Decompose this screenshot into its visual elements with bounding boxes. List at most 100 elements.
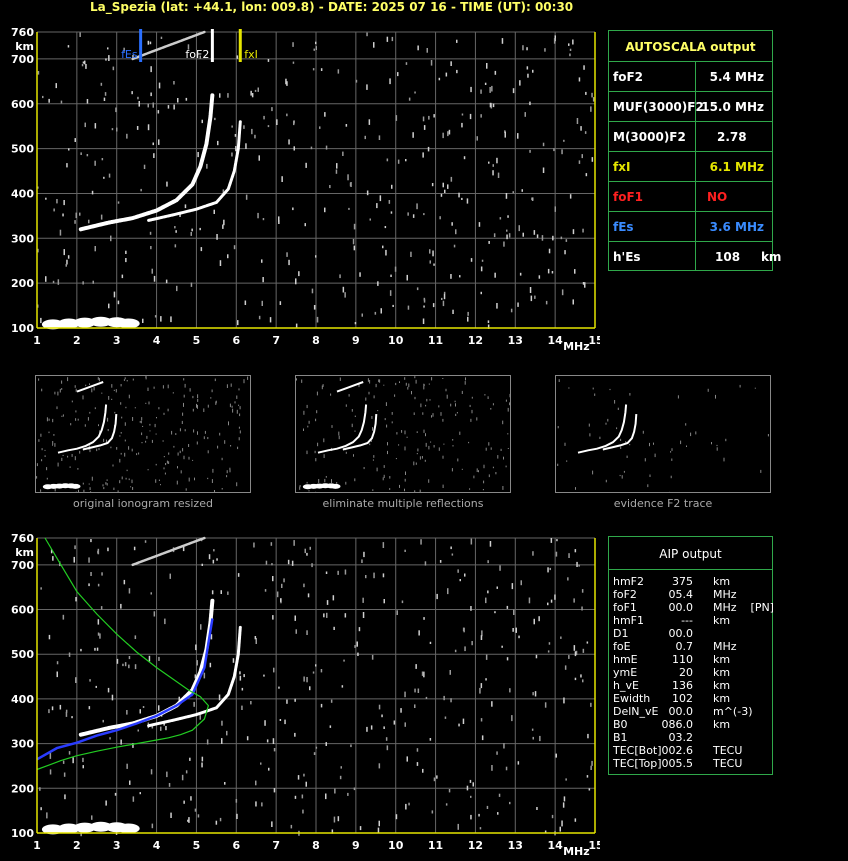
thumbnail-noise (228, 421, 229, 426)
noise-dot (408, 97, 411, 101)
thumbnail-noise (77, 418, 79, 421)
thumbnail-noise (179, 450, 181, 454)
thumbnail-noise (306, 450, 308, 455)
thumbnail-noise (59, 388, 61, 393)
noise-dot (432, 303, 435, 308)
noise-dot (382, 542, 385, 548)
noise-dot (406, 756, 408, 762)
thumbnail-noise (192, 408, 194, 412)
noise-dot (382, 573, 385, 578)
noise-dot (116, 658, 119, 664)
thumbnail-noise (432, 413, 434, 417)
thumbnail-noise (370, 439, 372, 442)
noise-dot (522, 232, 524, 237)
noise-dot (343, 659, 345, 662)
noise-dot (544, 702, 547, 708)
thumbnail-noise (649, 442, 650, 447)
noise-dot (347, 792, 349, 796)
noise-dot (401, 600, 404, 604)
es-trace-point (89, 821, 112, 832)
noise-dot (88, 557, 90, 563)
noise-dot (126, 710, 128, 715)
noise-dot (165, 726, 167, 731)
noise-dot (509, 688, 511, 693)
noise-dot (231, 125, 233, 128)
autoscala-row-fof1: foF1 NO (609, 181, 772, 211)
aip-param-name: B1 (613, 731, 628, 744)
noise-dot (429, 738, 432, 741)
thumbnail-noise (459, 431, 461, 435)
aip-row-fof1: foF1 00.0 MHz [PN] (613, 601, 774, 614)
thumbnail-noise (226, 475, 228, 478)
thumbnail-noise (75, 491, 77, 492)
noise-dot (509, 801, 511, 805)
noise-dot (481, 735, 484, 741)
noise-dot (189, 757, 191, 761)
noise-dot (96, 647, 99, 651)
thumbnail-noise (367, 378, 369, 382)
noise-dot (115, 107, 117, 113)
noise-dot (383, 726, 385, 729)
thumbnail-noise (184, 383, 186, 388)
thumbnail-noise (423, 429, 425, 433)
noise-dot (306, 677, 308, 683)
thumbnail-noise (384, 418, 386, 421)
noise-dot (444, 189, 446, 193)
thumbnail-noise (203, 408, 205, 412)
noise-dot (363, 551, 365, 558)
noise-dot (574, 651, 577, 657)
noise-dot (362, 612, 365, 618)
noise-dot (542, 167, 545, 173)
noise-dot (271, 821, 273, 827)
thumbnail-noise (431, 415, 432, 418)
thumbnail-noise (654, 453, 656, 458)
aip-param-unit: km (713, 653, 731, 666)
noise-dot (581, 154, 583, 159)
thumbnail-noise (321, 385, 323, 390)
noise-dot (547, 602, 549, 606)
noise-dot (339, 274, 341, 279)
noise-dot (62, 213, 64, 217)
noise-dot (278, 216, 280, 222)
thumbnail-noise (372, 489, 374, 491)
noise-dot (480, 114, 482, 118)
thumbnail-noise (145, 440, 147, 443)
noise-dot (68, 652, 71, 657)
noise-dot (215, 820, 218, 825)
noise-dot (120, 739, 122, 745)
noise-dot (450, 546, 452, 550)
noise-dot (485, 678, 487, 681)
noise-dot (150, 92, 152, 97)
noise-dot (257, 212, 259, 219)
noise-dot (293, 540, 295, 546)
y-tick-label: 200 (11, 277, 34, 290)
noise-dot (388, 200, 391, 204)
thumbnail-noise (101, 492, 102, 493)
noise-dot (111, 128, 114, 131)
thumbnail-noise (163, 456, 165, 458)
aip-row-tec-top-: TEC[Top] 005.5 TECU (613, 757, 773, 770)
es-trace-point (117, 823, 140, 834)
noise-dot (301, 794, 304, 799)
noise-dot (585, 91, 587, 95)
noise-dot (590, 702, 592, 707)
thumbnail-noise (401, 430, 403, 433)
noise-dot (138, 101, 140, 107)
thumbnail-noise (316, 410, 318, 414)
noise-dot (273, 788, 276, 793)
noise-dot (592, 97, 595, 102)
caption-f2-trace: evidence F2 trace (613, 497, 713, 510)
thumbnail-noise (207, 437, 209, 440)
noise-dot (359, 272, 361, 277)
thumbnail-noise (422, 412, 424, 415)
noise-dot (53, 208, 55, 212)
thumbnail-noise (247, 376, 249, 380)
thumbnail-noise (125, 406, 127, 409)
noise-dot (531, 197, 533, 201)
thumbnail-noise (46, 417, 48, 422)
thumbnail-noise (193, 429, 195, 433)
thumbnail-noise (404, 377, 406, 380)
noise-dot (568, 43, 570, 46)
noise-dot (417, 45, 419, 51)
thumbnail-noise (158, 407, 160, 410)
